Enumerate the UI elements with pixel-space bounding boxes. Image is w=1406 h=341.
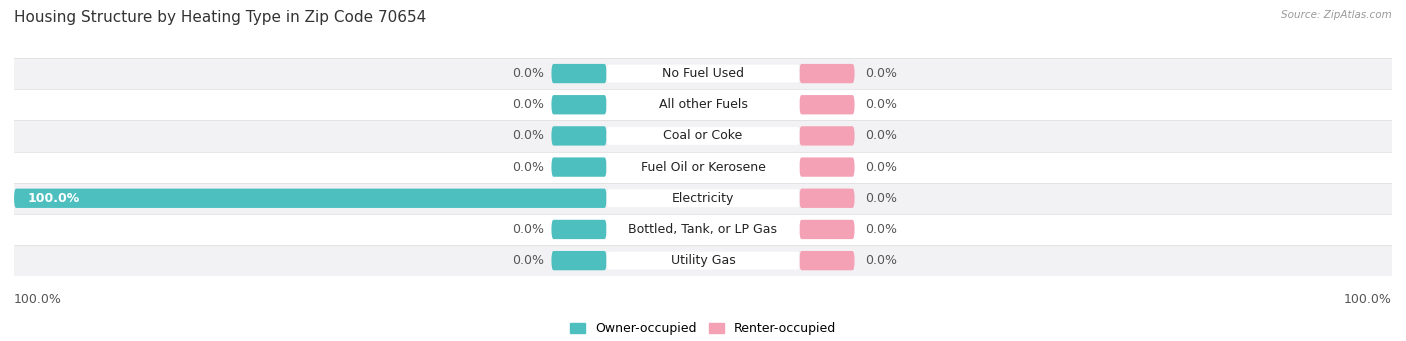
FancyBboxPatch shape [606, 65, 800, 83]
FancyBboxPatch shape [606, 127, 800, 145]
Text: 0.0%: 0.0% [513, 130, 544, 143]
Text: 0.0%: 0.0% [513, 98, 544, 111]
Text: Source: ZipAtlas.com: Source: ZipAtlas.com [1281, 10, 1392, 20]
Text: 0.0%: 0.0% [513, 67, 544, 80]
Text: Housing Structure by Heating Type in Zip Code 70654: Housing Structure by Heating Type in Zip… [14, 10, 426, 25]
Bar [14, 151, 1392, 183]
FancyBboxPatch shape [800, 189, 855, 208]
Text: Bottled, Tank, or LP Gas: Bottled, Tank, or LP Gas [628, 223, 778, 236]
FancyBboxPatch shape [551, 158, 606, 177]
FancyBboxPatch shape [606, 252, 800, 269]
Text: Fuel Oil or Kerosene: Fuel Oil or Kerosene [641, 161, 765, 174]
FancyBboxPatch shape [800, 251, 855, 270]
FancyBboxPatch shape [606, 96, 800, 114]
Text: Electricity: Electricity [672, 192, 734, 205]
Text: Utility Gas: Utility Gas [671, 254, 735, 267]
FancyBboxPatch shape [800, 64, 855, 83]
FancyBboxPatch shape [14, 189, 606, 208]
Text: 0.0%: 0.0% [513, 161, 544, 174]
Text: 0.0%: 0.0% [865, 98, 897, 111]
FancyBboxPatch shape [551, 220, 606, 239]
Text: 0.0%: 0.0% [865, 67, 897, 80]
Bar [14, 183, 1392, 214]
Text: All other Fuels: All other Fuels [658, 98, 748, 111]
Bar [14, 245, 1392, 276]
Text: 0.0%: 0.0% [865, 223, 897, 236]
FancyBboxPatch shape [606, 158, 800, 176]
Text: 100.0%: 100.0% [14, 293, 62, 306]
Text: 100.0%: 100.0% [28, 192, 80, 205]
Bar [14, 89, 1392, 120]
FancyBboxPatch shape [800, 220, 855, 239]
FancyBboxPatch shape [551, 64, 606, 83]
Bar [14, 120, 1392, 151]
FancyBboxPatch shape [606, 189, 800, 207]
FancyBboxPatch shape [551, 126, 606, 146]
Text: 0.0%: 0.0% [513, 254, 544, 267]
Text: 0.0%: 0.0% [865, 254, 897, 267]
FancyBboxPatch shape [800, 126, 855, 146]
Legend: Owner-occupied, Renter-occupied: Owner-occupied, Renter-occupied [569, 323, 837, 336]
Text: 100.0%: 100.0% [1344, 293, 1392, 306]
Text: Coal or Coke: Coal or Coke [664, 130, 742, 143]
Text: 0.0%: 0.0% [865, 161, 897, 174]
FancyBboxPatch shape [551, 251, 606, 270]
Text: No Fuel Used: No Fuel Used [662, 67, 744, 80]
Text: 0.0%: 0.0% [865, 192, 897, 205]
Bar [14, 58, 1392, 89]
FancyBboxPatch shape [800, 95, 855, 114]
Bar [14, 214, 1392, 245]
FancyBboxPatch shape [551, 95, 606, 114]
Text: 0.0%: 0.0% [513, 223, 544, 236]
Text: 0.0%: 0.0% [865, 130, 897, 143]
FancyBboxPatch shape [606, 221, 800, 238]
FancyBboxPatch shape [800, 158, 855, 177]
